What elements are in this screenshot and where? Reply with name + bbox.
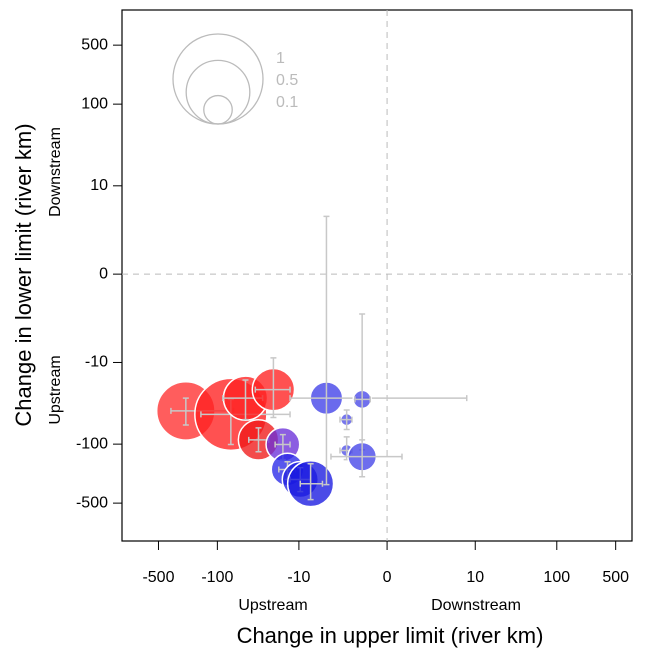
y-tick-label: 100 [81, 95, 108, 112]
y-axis-title: Change in lower limit (river km) [11, 123, 36, 426]
legend-circle [203, 94, 233, 125]
y-tick-label: 0 [99, 265, 108, 282]
y-tick-label: -10 [85, 354, 108, 371]
x-tick-label: 500 [602, 569, 629, 586]
x-tick-label: -100 [201, 569, 233, 586]
y-tick-label: 10 [90, 177, 108, 194]
x-tick-label: 100 [543, 569, 570, 586]
x-error-bar [330, 453, 403, 460]
legend-circle [185, 59, 251, 125]
legend-label: 0.5 [276, 72, 298, 89]
y-error-bar [323, 215, 330, 486]
x-annotation: Upstream [238, 597, 307, 614]
y-tick-label: -500 [76, 494, 108, 511]
y-annotation: Downstream [47, 127, 64, 217]
legend-label: 0.1 [276, 94, 298, 111]
y-error-bar [307, 462, 314, 501]
y-tick-label: -100 [76, 435, 108, 452]
x-annotation: Downstream [431, 597, 521, 614]
plot-frame [121, 9, 633, 542]
legend-label: 1 [276, 50, 285, 67]
x-error-bar [289, 395, 468, 402]
y-tick-label: 500 [81, 36, 108, 53]
y-error-bar [182, 397, 189, 426]
x-axis-title: Change in upper limit (river km) [237, 623, 544, 648]
y-error-bar [255, 427, 262, 453]
y-error-bar [359, 439, 366, 478]
legend-circle [172, 33, 264, 125]
x-tick-label: 0 [383, 569, 392, 586]
y-annotation: Upstream [47, 355, 64, 424]
y-error-bar [343, 409, 350, 431]
x-tick-label: -500 [142, 569, 174, 586]
x-tick-label: -10 [287, 569, 310, 586]
x-tick-label: 10 [466, 569, 484, 586]
y-error-bar [359, 313, 366, 451]
y-error-bar [270, 357, 277, 419]
y-error-bar [242, 379, 249, 421]
